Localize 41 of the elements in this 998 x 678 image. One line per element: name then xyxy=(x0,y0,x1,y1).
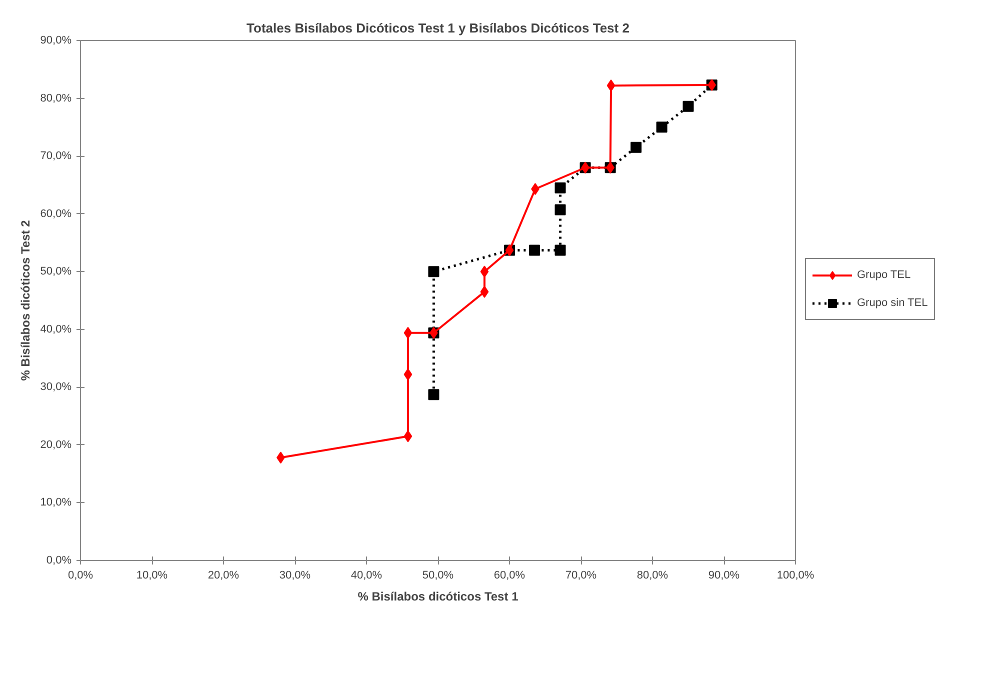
x-tick-label: 50,0% xyxy=(422,570,454,582)
point xyxy=(404,430,412,442)
chart-title: Totales Bisílabos Dicóticos Test 1 y Bisílabos Dicóticos Test 2 xyxy=(246,20,630,36)
point xyxy=(630,142,642,153)
point xyxy=(404,326,412,339)
y-tick-label: 0,0% xyxy=(46,554,72,566)
x-tick-label: 0,0% xyxy=(68,570,94,582)
point xyxy=(480,266,489,278)
y-tick-label: 80,0% xyxy=(40,92,72,104)
x-tick-label: 90,0% xyxy=(708,570,740,582)
legend-label: Grupo sin TEL xyxy=(857,297,928,309)
point xyxy=(554,182,566,194)
y-axis-title: % Bisílabos dicóticos Test 2 xyxy=(18,220,32,381)
x-tick-label: 80,0% xyxy=(636,570,668,582)
legend-label: Grupo TEL xyxy=(857,269,911,281)
point xyxy=(606,80,616,92)
y-tick-label: 50,0% xyxy=(40,266,72,278)
y-tick-label: 10,0% xyxy=(40,496,72,509)
x-axis-title: % Bisílabos dicóticos Test 1 xyxy=(358,590,519,604)
point xyxy=(682,100,694,112)
y-tick-label: 60,0% xyxy=(40,208,72,220)
point xyxy=(480,286,489,298)
y-tick-label: 30,0% xyxy=(40,381,72,394)
point xyxy=(404,368,412,380)
y-tick-label: 70,0% xyxy=(40,150,72,162)
point xyxy=(428,266,440,278)
point xyxy=(656,122,668,133)
y-tick-label: 90,0% xyxy=(40,34,72,46)
point xyxy=(554,244,566,256)
x-tick-label: 10,0% xyxy=(136,570,168,582)
x-tick-label: 40,0% xyxy=(350,570,382,582)
x-tick-label: 70,0% xyxy=(565,570,597,582)
point xyxy=(529,244,540,256)
x-tick-label: 20,0% xyxy=(208,570,240,582)
x-tick-label: 100,0% xyxy=(776,570,814,582)
y-tick-label: 40,0% xyxy=(40,323,72,336)
point xyxy=(554,204,566,216)
y-tick-label: 20,0% xyxy=(40,438,72,451)
x-tick-label: 30,0% xyxy=(279,570,311,582)
point xyxy=(428,389,440,400)
x-tick-label: 60,0% xyxy=(494,570,526,582)
